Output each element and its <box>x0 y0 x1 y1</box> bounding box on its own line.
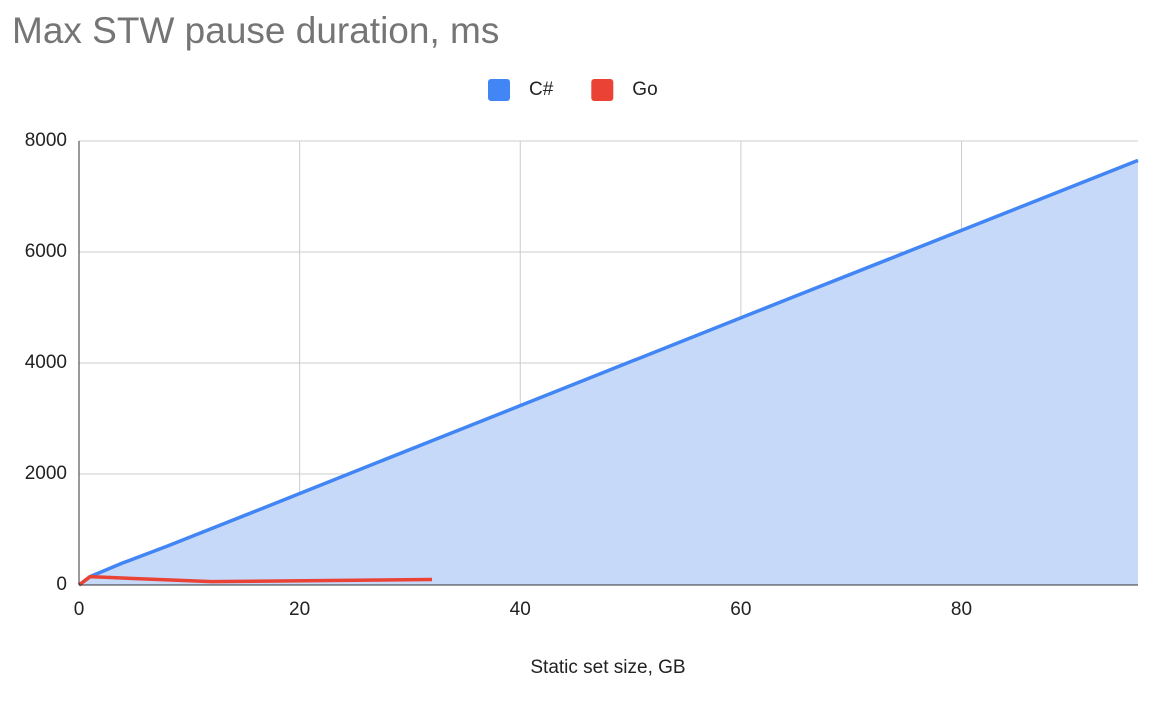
x-tick-label: 40 <box>510 599 531 620</box>
chart-title: Max STW pause duration, ms <box>12 10 499 51</box>
x-tick-label: 80 <box>951 599 972 620</box>
x-tick-label: 60 <box>730 599 751 620</box>
legend-label: Go <box>632 79 657 100</box>
y-tick-label: 8000 <box>25 130 67 151</box>
y-tick-label: 2000 <box>25 463 67 484</box>
legend-swatch <box>591 79 614 101</box>
y-tick-label: 6000 <box>25 241 67 262</box>
x-tick-label: 0 <box>74 599 85 620</box>
legend-swatch <box>488 79 510 101</box>
line <box>77 574 433 587</box>
x-axis-label: Static set size, GB <box>530 657 685 678</box>
plot <box>77 158 1139 587</box>
legend-label: C# <box>529 79 554 100</box>
x-tick-label: 20 <box>289 599 310 620</box>
y-tick-label: 4000 <box>25 352 67 373</box>
y-tick-label: 0 <box>56 574 67 595</box>
line <box>77 158 1139 587</box>
